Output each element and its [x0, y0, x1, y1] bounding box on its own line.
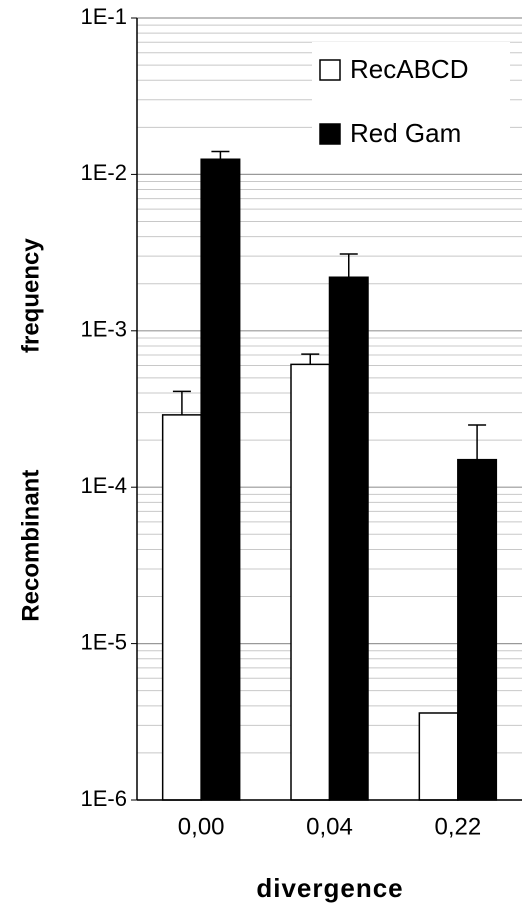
legend-box: [312, 42, 510, 172]
bar: [457, 458, 498, 801]
bar: [418, 712, 459, 801]
legend-label: RecABCD: [350, 54, 468, 84]
y-tick-label: 1E-1: [81, 4, 127, 29]
error-bar: [339, 253, 358, 278]
bar: [161, 414, 202, 801]
error-bar: [301, 353, 320, 365]
legend-swatch: [319, 123, 341, 145]
y-tick-label: 1E-5: [81, 629, 127, 654]
bar: [328, 276, 369, 801]
bar: [290, 363, 331, 801]
y-tick-label: 1E-3: [81, 317, 127, 342]
y-tick-label: 1E-2: [81, 160, 127, 185]
y-tick-label: 1E-6: [81, 786, 127, 811]
bar: [200, 158, 241, 801]
x-axis-label: divergence: [256, 873, 403, 903]
legend-swatch: [319, 59, 341, 81]
error-bar: [172, 390, 191, 415]
x-tick-label: 0,00: [178, 813, 225, 840]
legend-label: Red Gam: [350, 118, 461, 148]
y-axis-label: Recombinant frequency: [17, 238, 44, 622]
error-bar: [211, 150, 230, 160]
x-tick-label: 0,22: [434, 813, 481, 840]
error-bar: [468, 424, 487, 460]
x-tick-label: 0,04: [306, 813, 353, 840]
y-tick-label: 1E-4: [81, 473, 127, 498]
